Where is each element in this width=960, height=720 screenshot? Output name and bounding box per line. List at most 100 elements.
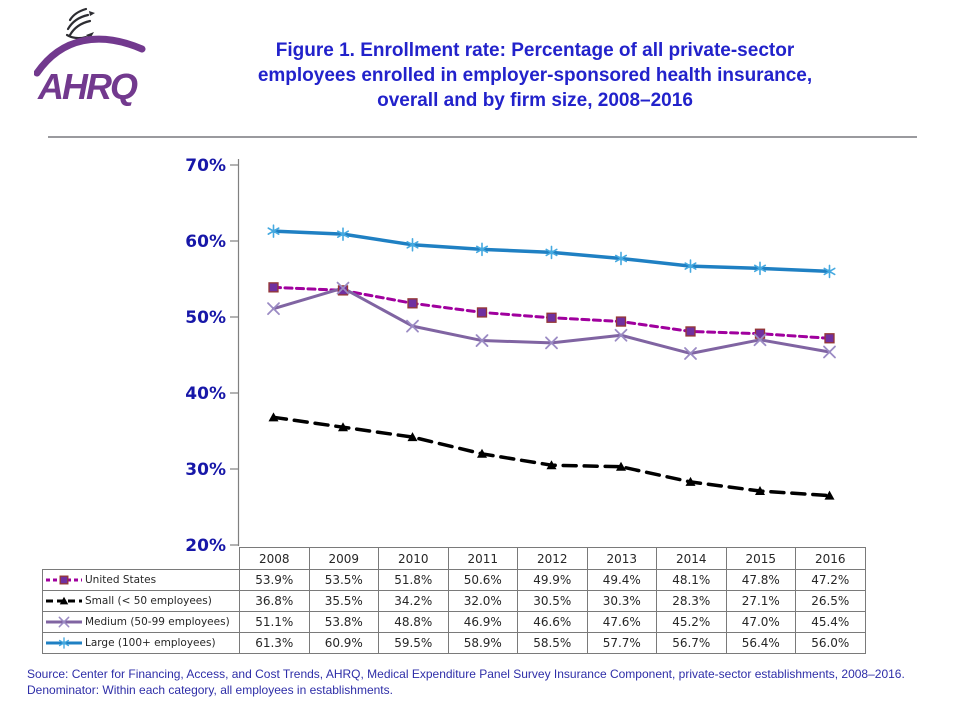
ahrq-logo-text: AHRQ [37, 66, 138, 107]
value-cell: 50.6% [447, 569, 518, 591]
marker-triangle-icon [59, 596, 69, 605]
value-cell: 59.5% [378, 632, 449, 654]
value-cell: 47.0% [725, 611, 796, 633]
legend-cell: United States [42, 569, 240, 591]
value-cell: 51.8% [378, 569, 449, 591]
marker-asterisk-icon [58, 637, 70, 649]
value-cell: 48.8% [378, 611, 449, 633]
ahrq-wordmark: AHRQ [33, 35, 146, 107]
marker-asterisk-icon [475, 242, 489, 257]
marker-x-icon [753, 333, 767, 347]
year-header-row: 2008 2009 2010 2011 2012 2013 2014 2015 2016 [43, 547, 866, 570]
table-row: Small (< 50 employees) 36.8% 35.5% 34.2% 32.… [42, 590, 866, 612]
marker-square-icon [824, 333, 835, 344]
table-corner-blank [43, 548, 240, 570]
value-cell: 49.9% [517, 569, 588, 591]
value-cell: 53.5% [308, 569, 379, 591]
legend-label: United States [85, 574, 157, 586]
value-cell: 46.9% [447, 611, 518, 633]
value-cell: 58.9% [447, 632, 518, 654]
year-header-cell: 2015 [725, 547, 796, 570]
table-row: United States 53.9% 53.5% 51.8% 50.6% 49.9% 49… [42, 569, 866, 591]
value-cell: 47.2% [795, 569, 866, 591]
marker-x-icon [406, 319, 419, 333]
marker-triangle-icon [685, 476, 696, 486]
figure-title: Figure 1. Enrollment rate: Percentage of… [155, 38, 915, 113]
marker-square-icon [685, 326, 696, 337]
marker-x-icon [545, 336, 558, 350]
value-cell: 58.5% [517, 632, 588, 654]
series-line [271, 415, 832, 498]
marker-triangle-icon [477, 448, 487, 458]
marker-triangle-icon [546, 460, 557, 470]
table-row: Large (100+ employees) 61.3% 60.9% 59.5% 58.… [42, 632, 866, 654]
marker-asterisk-icon [753, 261, 767, 276]
marker-square-icon [407, 298, 418, 309]
year-header-cell: 2012 [517, 547, 588, 570]
value-cell: 51.1% [239, 611, 310, 633]
legend-cell: Medium (50-99 employees) [42, 611, 240, 633]
marker-square-icon [337, 285, 349, 296]
y-axis-label: 70% [185, 156, 226, 176]
value-cell: 47.8% [725, 569, 796, 591]
ahrq-logo-graphic: AHRQ [33, 7, 146, 107]
y-axis-label: 40% [185, 384, 226, 404]
year-header-cell: 2011 [447, 547, 518, 570]
legend-swatch-icon [46, 575, 82, 585]
marker-square-icon [615, 316, 627, 327]
value-cell: 49.4% [586, 569, 657, 591]
value-cell: 56.0% [795, 632, 866, 654]
year-header-cell: 2010 [378, 547, 449, 570]
year-header-cell: 2014 [656, 547, 727, 570]
y-axis-label: 50% [185, 308, 226, 328]
value-cell: 57.7% [586, 632, 657, 654]
value-cell: 30.3% [586, 590, 657, 612]
marker-triangle-icon [755, 486, 765, 496]
marker-x-icon [475, 334, 489, 347]
value-cell: 48.1% [656, 569, 727, 591]
marker-square-icon [59, 575, 69, 585]
year-header-cell: 2013 [586, 547, 657, 570]
marker-square-icon [754, 328, 766, 339]
figure-title-line3: overall and by firm size, 2008–2016 [377, 90, 693, 111]
marker-x-icon [58, 616, 70, 628]
legend-label: Large (100+ employees) [85, 637, 216, 649]
marker-square-icon [476, 307, 488, 318]
value-cell: 61.3% [239, 632, 310, 654]
legend-swatch-icon [46, 596, 82, 605]
value-cell: 47.6% [586, 611, 657, 633]
source-line: Source: Center for Financing, Access, an… [27, 667, 905, 681]
legend-cell: Small (< 50 employees) [42, 590, 240, 612]
marker-x-icon [614, 328, 628, 342]
value-cell: 34.2% [378, 590, 449, 612]
hhs-eagle-icon [65, 7, 95, 40]
value-cell: 56.4% [725, 632, 796, 654]
value-cell: 45.2% [656, 611, 727, 633]
year-header-cell: 2009 [308, 547, 379, 570]
header-divider [48, 136, 917, 138]
source-note: Source: Center for Financing, Access, an… [27, 666, 905, 698]
marker-x-icon [823, 345, 836, 359]
year-header-cell: 2008 [239, 547, 310, 570]
marker-asterisk-icon [545, 245, 558, 260]
value-cell: 32.0% [447, 590, 518, 612]
marker-triangle-icon [407, 432, 418, 442]
marker-asterisk-icon [823, 264, 836, 279]
marker-asterisk-icon [267, 224, 280, 238]
y-axis-label: 60% [185, 232, 226, 252]
value-cell: 28.3% [656, 590, 727, 612]
year-header-cell: 2016 [795, 547, 866, 570]
value-cell: 45.4% [795, 611, 866, 633]
marker-triangle-icon [616, 461, 626, 471]
marker-x-icon [336, 281, 350, 295]
marker-x-icon [267, 302, 280, 316]
value-cell: 53.8% [308, 611, 379, 633]
ahrq-logo: AHRQ [33, 5, 164, 111]
denominator-line: Denominator: Within each category, all e… [27, 683, 393, 697]
marker-triangle-icon [338, 422, 348, 432]
value-cell: 27.1% [725, 590, 796, 612]
marker-x-icon [684, 347, 697, 360]
figure-title-line1: Figure 1. Enrollment rate: Percentage of… [275, 40, 795, 61]
